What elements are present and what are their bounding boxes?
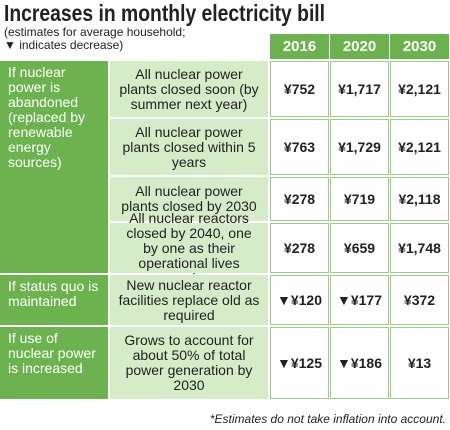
scenario: All nuclear reactors closed by 2040, one…	[110, 210, 268, 285]
subtitle-line: (estimates for average household;	[4, 25, 186, 39]
value: ¥13	[390, 327, 449, 399]
scenario: Grows to account for about 50% of total …	[110, 327, 268, 399]
column-header: 2030	[390, 34, 449, 59]
value: ¥1,729	[330, 119, 389, 175]
column-header: 2020	[330, 34, 389, 59]
value: ¥1,717	[330, 61, 389, 117]
value: ¥278	[270, 177, 329, 221]
value: ¥763	[270, 119, 329, 175]
value: ¥719	[330, 177, 389, 221]
footnote: *Estimates do not take inflation into ac…	[209, 412, 446, 426]
scenario: All nuclear power plants closed soon (by…	[110, 61, 268, 117]
title: Increases in monthly electricity bill	[4, 0, 326, 26]
scenario: New nuclear reactor facilities replace o…	[110, 275, 268, 325]
group-label: If nuclear power is abandoned (replaced …	[0, 61, 108, 273]
value: ¥278	[270, 223, 329, 273]
value: ▼¥186	[330, 327, 389, 399]
value: ▼¥177	[330, 275, 389, 325]
subtitle-line: ▼ indicates decrease)	[4, 38, 124, 52]
value: ¥2,121	[390, 61, 449, 117]
column-header: 2016	[270, 34, 329, 59]
group-label: If status quo is maintained	[0, 275, 108, 325]
value: ¥372	[390, 275, 449, 325]
value: ¥1,748	[390, 223, 449, 273]
value: ¥2,118	[390, 177, 449, 221]
value: ▼¥120	[270, 275, 329, 325]
value: ▼¥125	[270, 327, 329, 399]
scenario: All nuclear power plants closed within 5…	[110, 119, 268, 175]
subtitle: (estimates for average household; ▼ indi…	[4, 26, 185, 52]
scenario: All nuclear power plants closed by 2030	[110, 177, 268, 221]
value: ¥2,121	[390, 119, 449, 175]
group-label: If use of nuclear power is increased	[0, 327, 108, 399]
value: ¥752	[270, 61, 329, 117]
value: ¥659	[330, 223, 389, 273]
